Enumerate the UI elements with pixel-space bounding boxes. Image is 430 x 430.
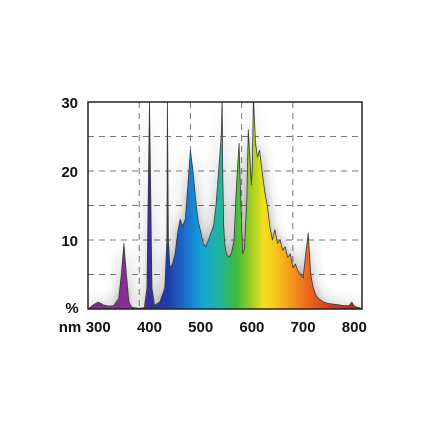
plot-frame <box>87 101 363 310</box>
spectrum-area <box>88 102 362 309</box>
x-tick-label: 600 <box>239 319 264 336</box>
x-tick-label: 700 <box>291 319 316 336</box>
x-axis-unit-label: nm <box>59 319 82 336</box>
y-tick-label: 10 <box>61 233 78 250</box>
y-axis-ticks: 10 20 30 <box>61 95 78 250</box>
x-tick-label: 300 <box>86 319 111 336</box>
y-axis-unit-label: % <box>65 300 78 317</box>
x-tick-label: 400 <box>137 319 162 336</box>
x-axis-ticks: 300 400 500 600 700 800 <box>86 319 367 336</box>
grid <box>88 102 362 309</box>
y-tick-label: 20 <box>61 164 78 181</box>
x-tick-label: 800 <box>342 319 367 336</box>
x-tick-label: 500 <box>188 319 213 336</box>
y-tick-label: 30 <box>61 95 78 112</box>
